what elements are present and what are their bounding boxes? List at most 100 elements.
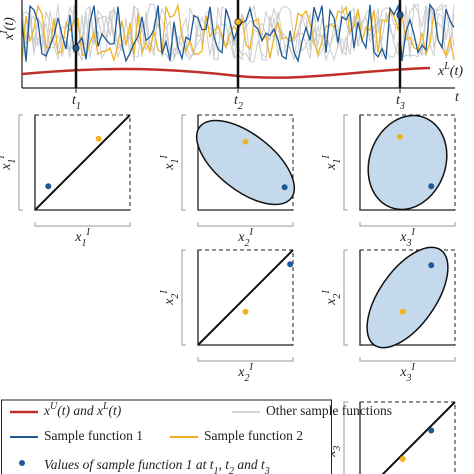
label-part: (t): [2, 17, 17, 31]
y-axis-label: xI(t): [0, 17, 17, 41]
label-part: I: [159, 155, 170, 160]
panel-axes: [359, 402, 361, 474]
range-bracket: [181, 249, 186, 346]
diag: [34, 114, 131, 211]
label-part: 2: [170, 294, 181, 299]
range-bracket: [359, 357, 456, 362]
label-part: Sample function 1: [44, 428, 143, 443]
range-bracket: [197, 357, 294, 362]
label-part: L: [102, 401, 109, 412]
range-bracket: [181, 114, 186, 211]
label-part: t: [396, 93, 401, 108]
label-part: 3: [405, 238, 411, 249]
range-bracket: [343, 249, 348, 346]
label-part: x: [399, 230, 407, 245]
t-label: t2: [234, 93, 243, 112]
t-label: t1: [72, 93, 81, 112]
label-part: I: [85, 227, 90, 238]
y-axis-label: x1I: [321, 155, 343, 171]
label-part: , t: [219, 457, 231, 472]
label-part: I: [0, 155, 7, 160]
label-part: U: [50, 401, 58, 412]
label-part: t: [234, 93, 239, 108]
label-part: 2: [238, 101, 243, 112]
dot: [399, 308, 406, 315]
label-part: x: [237, 365, 245, 380]
range-bracket: [343, 114, 348, 211]
panel-axes: [359, 115, 455, 211]
label-part: 3: [264, 466, 270, 474]
t-label: t3: [396, 93, 405, 112]
legend-label: Sample function 2: [204, 428, 303, 443]
label-part: x: [74, 230, 82, 245]
dot: [95, 135, 102, 142]
y-axis-label: x1I: [159, 155, 181, 171]
label-part: 1: [76, 101, 81, 112]
dot: [45, 183, 52, 190]
label-part: (t): [450, 64, 464, 79]
label-part: x: [0, 163, 14, 171]
x-axis-label: x1I: [74, 227, 90, 249]
label-part: (t): [109, 403, 122, 418]
label-part: x: [437, 64, 445, 79]
dot: [428, 183, 435, 190]
sample-dot: [72, 44, 80, 52]
label-part: 1: [170, 159, 181, 164]
label-part: Values of sample function 1 at t: [44, 457, 215, 472]
label-part: 2: [332, 294, 343, 299]
range-bracket: [18, 114, 23, 211]
label-part: x: [237, 230, 245, 245]
label-part: and t: [234, 457, 266, 472]
ellipse: [366, 246, 449, 349]
sample-dot: [234, 18, 242, 26]
label-part: Sample function 2: [204, 428, 303, 443]
label-part: 2: [229, 466, 234, 474]
legend-label: Other sample functions: [266, 403, 392, 418]
label-part: 1: [7, 159, 18, 164]
label-part: x: [162, 163, 177, 171]
dot: [242, 138, 249, 145]
diag: [197, 249, 294, 346]
label-part: x: [162, 298, 177, 306]
dot: [428, 262, 435, 269]
legend-label: Sample function 1: [44, 428, 143, 443]
label-part: 1: [81, 238, 86, 249]
dot: [428, 427, 435, 434]
sample-dot: [396, 11, 404, 19]
label-part: x: [324, 298, 339, 306]
label-part: I: [410, 227, 415, 238]
legend-swatch: [19, 460, 25, 466]
y-axis-label: x1I: [0, 155, 18, 171]
label-part: x: [324, 163, 339, 171]
label-part: 1: [214, 466, 219, 474]
ellipse: [367, 114, 448, 211]
t-axis-label: t: [455, 90, 460, 105]
ellipse: [195, 119, 296, 206]
dot: [396, 133, 403, 140]
legend-box: [1, 399, 332, 474]
panel-axes: [359, 250, 455, 346]
x-axis-label: x3I: [399, 227, 415, 249]
label-part: I: [321, 290, 332, 295]
legend-label: Values of sample function 1 at t1, t2 an…: [44, 457, 270, 474]
label-part: Other sample functions: [266, 403, 392, 418]
x-axis-label: x2I: [237, 362, 253, 384]
label-part: 3: [332, 446, 343, 452]
range-bracket: [34, 222, 131, 227]
label-part: 1: [332, 159, 343, 164]
y-axis-label: x2I: [321, 290, 343, 306]
label-part: x: [399, 365, 407, 380]
label-part: 2: [244, 238, 249, 249]
label-part: t: [72, 93, 77, 108]
label-part: I: [159, 290, 170, 295]
dot: [281, 184, 288, 191]
range-bracket: [359, 222, 456, 227]
dot: [242, 308, 249, 315]
lower-bound: [21, 66, 431, 79]
label-part: x: [2, 33, 17, 41]
label-part: I: [0, 30, 10, 35]
label-part: I: [321, 155, 332, 160]
range-bracket: [343, 401, 348, 474]
legend-label: xU(t) and xL(t): [43, 401, 122, 418]
